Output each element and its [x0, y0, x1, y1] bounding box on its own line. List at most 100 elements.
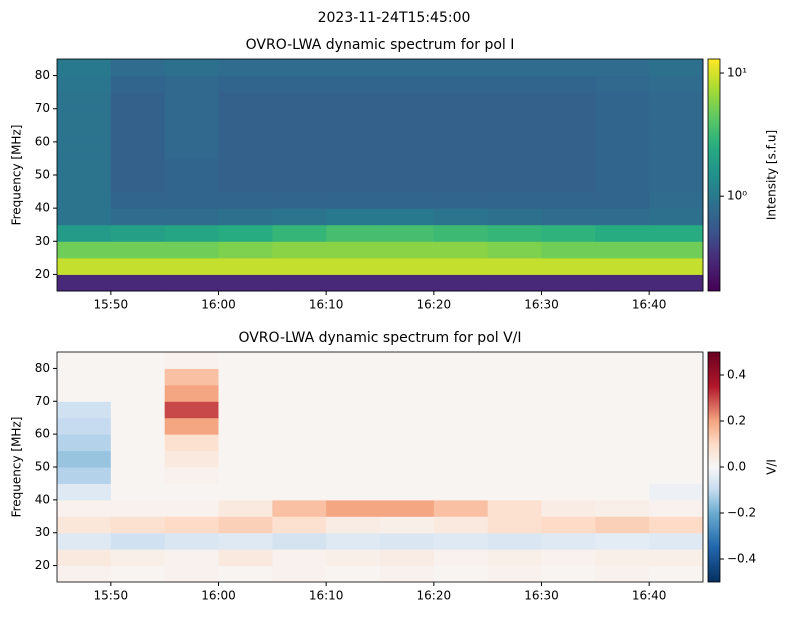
- heatmap-cell: [57, 125, 112, 143]
- heatmap-cell: [272, 92, 327, 110]
- colorbar: [707, 58, 721, 292]
- heatmap-cell: [380, 549, 435, 567]
- heatmap-cell: [541, 549, 596, 567]
- heatmap-cell: [164, 499, 219, 517]
- heatmap-cell: [541, 108, 596, 126]
- heatmap-cell: [487, 450, 542, 468]
- heatmap-cell: [164, 158, 219, 176]
- heatmap-cell: [541, 191, 596, 209]
- x-tick-label: 16:10: [309, 589, 344, 603]
- heatmap-cell: [541, 224, 596, 242]
- heatmap-cell: [218, 384, 273, 402]
- heatmap-cell: [326, 125, 381, 143]
- y-axis-label: Frequency [MHz]: [10, 417, 24, 518]
- heatmap-cell: [433, 75, 489, 93]
- heatmap-cell: [57, 417, 112, 435]
- heatmap-cell: [380, 175, 435, 193]
- heatmap-cell: [110, 565, 166, 583]
- heatmap-cell: [433, 483, 489, 501]
- heatmap-cell: [326, 208, 381, 226]
- heatmap-cell: [272, 401, 327, 419]
- heatmap-cell: [433, 368, 489, 386]
- x-tick-label: 15:50: [94, 589, 129, 603]
- heatmap-cell: [487, 125, 542, 143]
- heatmap-cell: [272, 241, 327, 259]
- heatmap-cell: [487, 92, 542, 110]
- y-tick-label: 20: [35, 558, 50, 572]
- heatmap-cell: [272, 549, 327, 567]
- heatmap-cell: [110, 516, 166, 534]
- heatmap-cell: [164, 257, 219, 275]
- heatmap-cell: [272, 75, 327, 93]
- x-tick-label: 15:50: [94, 298, 129, 312]
- heatmap-cell: [649, 467, 704, 484]
- heatmap-cell: [110, 92, 166, 110]
- heatmap-cell: [218, 483, 273, 501]
- heatmap-cell: [380, 257, 435, 275]
- heatmap-cell: [272, 224, 327, 242]
- heatmap-cell: [57, 516, 112, 534]
- heatmap-cell: [110, 158, 166, 176]
- heatmap-cell: [218, 565, 273, 583]
- heatmap-cell: [272, 257, 327, 275]
- heatmap-cell: [57, 450, 112, 468]
- heatmap-cell: [110, 401, 166, 419]
- colorbar-tick-label: 0.4: [727, 368, 746, 382]
- colorbar-tick-label: −0.4: [727, 552, 756, 566]
- heatmap-cell: [433, 467, 489, 484]
- heatmap-cell: [433, 208, 489, 226]
- heatmap-cell: [164, 467, 219, 484]
- heatmap-cell: [272, 352, 327, 369]
- heatmap-cell: [541, 352, 596, 369]
- x-tick-label: 16:20: [417, 298, 452, 312]
- heatmap-cell: [326, 274, 381, 292]
- heatmap-cell: [433, 175, 489, 193]
- heatmap-cell: [110, 467, 166, 484]
- heatmap-cell: [595, 224, 650, 242]
- colorbar-tick-label: 0.2: [727, 414, 746, 428]
- heatmap-cell: [595, 141, 650, 159]
- heatmap-cell: [57, 75, 112, 93]
- heatmap-cell: [380, 450, 435, 468]
- heatmap-cell: [380, 59, 435, 77]
- x-tick-label: 16:40: [632, 589, 667, 603]
- heatmap-cell: [433, 274, 489, 292]
- heatmap-cell: [164, 565, 219, 583]
- heatmap-cell: [487, 274, 542, 292]
- heatmap-cell: [487, 434, 542, 452]
- y-tick-label: 20: [35, 267, 50, 281]
- heatmap-cell: [57, 158, 112, 176]
- heatmap-cell: [326, 565, 381, 583]
- heatmap-cell: [218, 141, 273, 159]
- heatmap-cell: [380, 368, 435, 386]
- heatmap-cell: [57, 483, 112, 501]
- heatmap-cell: [218, 549, 273, 567]
- colorbar-label: V/I: [765, 459, 779, 475]
- y-tick-label: 60: [35, 134, 50, 148]
- heatmap-cell: [433, 499, 489, 517]
- heatmap-cell: [57, 565, 112, 583]
- colorbar-tick-label: −0.2: [727, 506, 756, 520]
- heatmap-cell: [326, 516, 381, 534]
- heatmap-cell: [272, 499, 327, 517]
- heatmap-cell: [649, 434, 704, 452]
- heatmap-cell: [57, 92, 112, 110]
- heatmap-cell: [57, 368, 112, 386]
- heatmap-cell: [218, 434, 273, 452]
- heatmap-cell: [595, 75, 650, 93]
- y-tick-label: 50: [35, 168, 50, 182]
- heatmap-cell: [380, 92, 435, 110]
- x-tick-label: 16:10: [309, 298, 344, 312]
- heatmap-cell: [595, 368, 650, 386]
- heatmap-cell: [326, 175, 381, 193]
- y-tick-label: 60: [35, 427, 50, 441]
- heatmap-cell: [595, 92, 650, 110]
- colorbar: [707, 351, 721, 583]
- heatmap-cell: [595, 59, 650, 77]
- heatmap-cell: [110, 352, 166, 369]
- heatmap-cell: [164, 141, 219, 159]
- heatmap-cell: [649, 417, 704, 435]
- heatmap-cell: [541, 368, 596, 386]
- heatmap-cell: [433, 417, 489, 435]
- heatmap-cell: [380, 565, 435, 583]
